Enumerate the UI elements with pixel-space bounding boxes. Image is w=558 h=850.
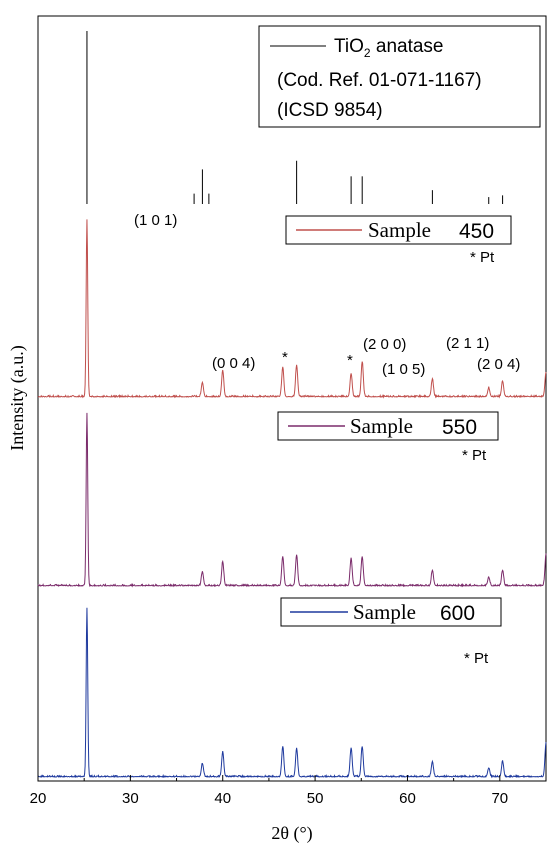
x-tick-label: 70 [491, 790, 508, 807]
x-tick-label: 40 [214, 790, 231, 807]
legend-sample-450: Sample 450 * Pt [285, 215, 512, 266]
reference-legend-main: TiO [334, 36, 364, 57]
x-axis-ticks: 20 30 40 50 60 70 [30, 775, 547, 807]
y-axis-title: Intensity (a.u.) [7, 345, 28, 450]
reference-lines [86, 31, 547, 204]
annotation-pt-star-2: * [347, 352, 353, 369]
x-tick-label: 60 [399, 790, 416, 807]
reference-legend-sub: 2 [364, 46, 371, 60]
plot-frame [37, 15, 547, 782]
reference-legend: TiO2 anatase (Cod. Ref. 01-071-1167) (IC… [258, 25, 541, 128]
x-axis-title: 2θ (°) [271, 823, 312, 844]
legend-sample-550: Sample 550 * Pt [277, 411, 499, 464]
series-line-550 [37, 412, 547, 588]
x-tick-label: 20 [30, 790, 47, 807]
pt-label-600: * Pt [464, 650, 489, 667]
legend-num-550: 550 [442, 416, 477, 439]
series-600 [37, 607, 547, 779]
series-line-450 [37, 219, 547, 399]
legend-word-600: Sample [353, 600, 416, 624]
annotation-200: (2 0 0) [363, 336, 406, 353]
legend-word-450: Sample [368, 218, 431, 242]
reference-legend-title: TiO2 anatase [334, 36, 444, 60]
reference-legend-code: (Cod. Ref. 01-071-1167) [277, 70, 482, 91]
legend-num-450: 450 [459, 220, 494, 243]
x-tick-label: 30 [122, 790, 139, 807]
annotation-101: (1 0 1) [134, 212, 177, 229]
pt-label-550: * Pt [462, 447, 487, 464]
series-group [37, 219, 547, 779]
annotation-004: (0 0 4) [212, 355, 255, 372]
legend-sample-600: Sample 600 * Pt [280, 597, 502, 667]
legend-word-550: Sample [350, 414, 413, 438]
annotation-211: (2 1 1) [446, 335, 489, 352]
reference-legend-box [258, 25, 541, 128]
annotation-204: (2 0 4) [477, 356, 520, 373]
reference-legend-icsd: (ICSD 9854) [277, 100, 383, 121]
annotation-pt-star-1: * [282, 349, 288, 366]
legend-num-600: 600 [440, 602, 475, 625]
reference-legend-rest: anatase [371, 36, 444, 57]
annotation-105: (1 0 5) [382, 361, 425, 378]
pt-label-450: * Pt [470, 249, 495, 266]
x-tick-label: 50 [307, 790, 324, 807]
series-450 [37, 219, 547, 399]
peak-annotations: (1 0 1) (0 0 4) * * (2 0 0) (1 0 5) (2 1… [134, 212, 520, 378]
series-line-600 [37, 607, 547, 779]
series-550 [37, 412, 547, 588]
